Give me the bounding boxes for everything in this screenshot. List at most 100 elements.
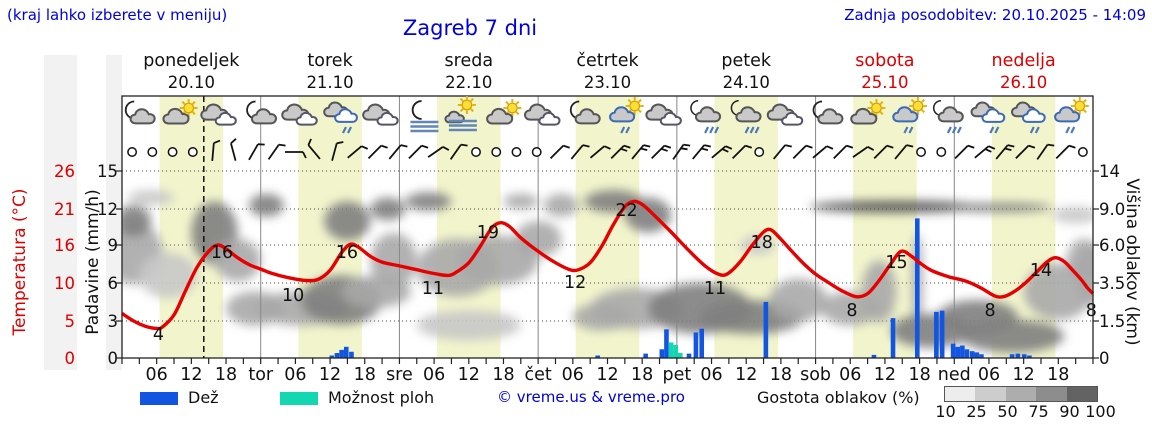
temperature-label: 4: [153, 325, 164, 345]
wind-barb-icon: [388, 144, 408, 160]
shower-bar: [678, 353, 683, 358]
wind-barb-icon: [772, 144, 792, 160]
cover-tick-label: 90: [1059, 402, 1080, 421]
rain-bar: [974, 352, 980, 358]
calm-wind-icon: [531, 147, 542, 157]
precip-axis-title: Padavine (mm/h): [83, 189, 103, 335]
day-date: 26.10: [1000, 73, 1047, 92]
moon-cloud-weather-icon: [246, 100, 278, 125]
temperature-label: 12: [564, 273, 586, 293]
wind-barb-icon: [692, 144, 712, 160]
cloud-density-layer: [122, 190, 1093, 353]
wind-barb-icon: [894, 144, 914, 160]
precip-tick-label: 9: [108, 236, 119, 255]
day-date: 21.10: [306, 73, 353, 92]
wind-barb-icon: [873, 144, 894, 160]
hour-label: 18: [215, 365, 237, 385]
hour-label: 06: [700, 365, 722, 385]
location-hint[interactable]: (kraj lahko izberete v meniju): [7, 6, 228, 24]
cloud-blob: [122, 205, 151, 237]
wind-barb-icon: [672, 143, 691, 160]
temperature-label: 16: [336, 243, 358, 263]
temperature-label: 22: [615, 201, 637, 221]
cover-scale-segment: [1066, 387, 1098, 401]
cloud-blob: [416, 310, 521, 341]
wind-barb-icon: [852, 146, 875, 158]
precip-tick-label: 15: [97, 162, 118, 181]
cloud-cover-scale: [944, 386, 1098, 402]
sun-cloud-weather-icon: [162, 99, 198, 125]
day-abbrev-label: sre: [386, 365, 413, 385]
cloud-blob: [948, 202, 1053, 213]
wind-barb-icon: [307, 138, 321, 160]
calm-wind-icon: [754, 147, 765, 157]
wind-barb-icon: [427, 146, 450, 158]
wind-barb-icon: [589, 145, 611, 159]
day-date: 24.10: [723, 73, 770, 92]
wind-barb-icon: [631, 144, 651, 160]
rain-bar: [964, 349, 970, 358]
rain-bar: [955, 346, 961, 358]
rain-bar: [349, 351, 354, 358]
cloud-cover-label: Gostota oblakov (%): [757, 388, 920, 407]
calm-wind-icon: [916, 147, 927, 157]
hour-label: 06: [146, 365, 168, 385]
cloud-rain-weather-icon: [970, 101, 1006, 134]
wind-barb-icon: [449, 143, 468, 160]
rain-bar: [339, 349, 344, 358]
precip-tick-label: 6: [108, 274, 119, 293]
cover-scale-segment: [975, 387, 1006, 401]
precip-tick-label: 0: [108, 349, 119, 368]
cloud-rain-weather-icon: [1010, 101, 1046, 134]
temperature-label: 10: [282, 286, 304, 306]
wind-barb-icon: [833, 144, 854, 160]
wind-barb-icon: [230, 138, 237, 161]
wind-barb-icon: [248, 143, 265, 161]
sun-cloud-rain-weather-icon: [1054, 97, 1089, 134]
cloud-height-tick-label: 3.5: [1099, 274, 1125, 293]
moon-cloud-weather-icon: [124, 100, 156, 125]
hour-label: 12: [1013, 365, 1035, 385]
chart-legend: Dež Možnost ploh © vreme.us & vreme.pro …: [0, 385, 1152, 430]
calm-wind-icon: [187, 147, 198, 157]
cloud-cover-ticks: 10 25 50 75 90 100: [930, 402, 1116, 421]
wind-barb-icon: [954, 144, 975, 160]
hour-label: 12: [180, 365, 202, 385]
rain-bar: [1015, 353, 1021, 358]
moon-cloud-rain-weather-icon: [730, 100, 762, 134]
moon-cloud-weather-icon: [812, 100, 844, 125]
cloud-blob: [127, 190, 175, 206]
temperature-label: 8: [846, 301, 857, 321]
sun-cloud-weather-icon: [850, 99, 886, 125]
hour-label: 18: [631, 365, 653, 385]
calm-wind-icon: [511, 147, 522, 157]
day-name: ponedeljek: [143, 51, 240, 71]
moon-fog-weather-icon: [410, 100, 439, 133]
rain-bar: [969, 351, 975, 358]
wind-barb-icon: [974, 145, 996, 159]
wind-barb-icon: [731, 144, 753, 160]
cloud-blob: [543, 193, 579, 217]
moon-cloud-weather-icon: [569, 100, 601, 125]
cloud-blob: [503, 193, 539, 209]
rain-bar: [763, 301, 769, 358]
left-margin-strip: [44, 55, 77, 370]
rain-bar: [1009, 354, 1015, 358]
rain-bar: [1027, 355, 1032, 358]
precip-tick-label: 3: [108, 312, 119, 331]
cover-tick-label: 50: [997, 402, 1018, 421]
cloud-height-tick-label: 0: [1099, 349, 1110, 368]
wind-barb-icon: [1055, 144, 1076, 160]
hour-label: 06: [978, 365, 1000, 385]
day-name: nedelja: [992, 51, 1056, 71]
wind-barb-icon: [408, 144, 429, 160]
calm-wind-icon: [1077, 147, 1088, 157]
credit-link[interactable]: © vreme.us & vreme.pro: [497, 388, 685, 406]
cloud-blob: [370, 233, 417, 288]
rain-bar: [939, 310, 945, 358]
calm-wind-icon: [127, 147, 138, 157]
wind-barb-icon: [1015, 144, 1036, 160]
hour-label: 06: [284, 365, 306, 385]
rain-bar: [664, 329, 669, 358]
